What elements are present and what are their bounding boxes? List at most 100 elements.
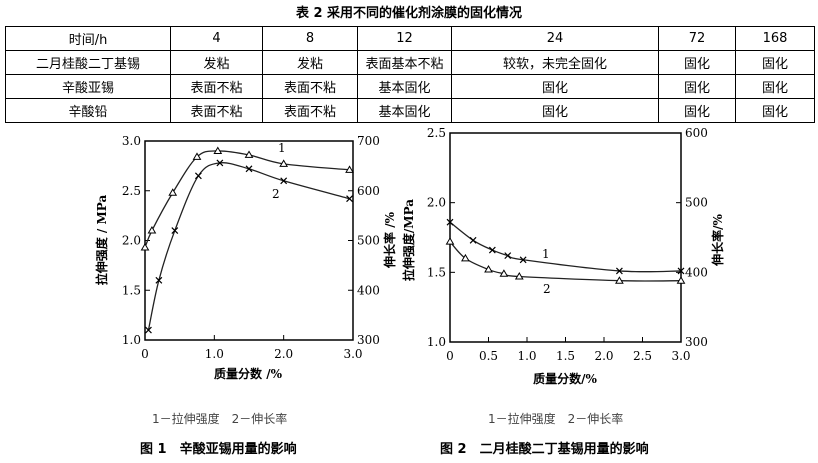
table-cell: 固化 — [735, 98, 815, 123]
table-row: 二月桂酸二丁基锡 发粘 发粘 表面基本不粘 较软，未完全固化 固化 固化 — [5, 50, 815, 75]
table-header-row: 时间/h 4 8 12 24 72 168 — [5, 26, 815, 51]
y2-tick-label: 300 — [685, 335, 708, 349]
data-point — [145, 326, 152, 334]
data-point — [280, 177, 288, 185]
table-cell: 二月桂酸二丁基锡 — [5, 50, 171, 75]
y-tick-label: 2.0 — [427, 196, 446, 210]
data-point — [213, 146, 223, 154]
data-point — [615, 276, 624, 284]
series-line-1 — [144, 150, 350, 248]
data-point — [140, 242, 150, 251]
data-point — [499, 269, 509, 277]
y-axis-label: 拉伸强度/MPa — [401, 199, 416, 281]
data-point — [155, 276, 163, 284]
data-point — [168, 188, 178, 196]
data-point — [484, 265, 493, 273]
x-tick-label: 3.0 — [343, 347, 362, 361]
table-title: 表 2 采用不同的催化剂涂膜的固化情况 — [295, 6, 523, 21]
header-cell: 72 — [658, 26, 736, 51]
table-row: 辛酸亚锡 表面不粘 表面不粘 基本固化 固化 固化 固化 — [5, 74, 815, 99]
x-tick-label: 1.5 — [556, 349, 575, 363]
y2-axis-label: 伸长率/% — [710, 214, 725, 267]
series-line-1 — [449, 241, 682, 282]
y2-tick-label: 400 — [685, 265, 708, 279]
data-point — [445, 237, 455, 245]
header-cell: 24 — [451, 26, 659, 51]
table-cell: 固化 — [658, 50, 736, 75]
plot-frame — [449, 132, 682, 343]
data-point — [194, 172, 202, 180]
series-line-2 — [449, 221, 682, 273]
data-point — [147, 226, 157, 234]
data-point — [461, 253, 470, 262]
y-tick-label: 2.0 — [122, 234, 141, 248]
data-point — [346, 195, 353, 203]
y2-axis-label: 伸长率 /% — [382, 211, 397, 269]
x-tick-label: 1.0 — [517, 349, 536, 363]
data-point — [345, 165, 354, 173]
data-point — [171, 227, 179, 234]
table-cell: 固化 — [451, 98, 659, 123]
table-cell: 固化 — [658, 98, 736, 123]
data-point — [677, 267, 685, 275]
table-row: 辛酸铅 表面不粘 表面不粘 基本固化 固化 固化 固化 — [5, 98, 815, 123]
y2-tick-label: 600 — [685, 126, 708, 140]
y2-tick-label: 400 — [357, 283, 380, 297]
cure-table: 时间/h 4 8 12 24 72 168 二月桂酸二丁基锡 发粘 发粘 表面基本不粘… — [5, 26, 815, 123]
table-cell: 表面不粘 — [262, 74, 358, 99]
y-tick-label: 2.5 — [427, 126, 446, 140]
y-tick-label: 1.5 — [122, 283, 141, 297]
series-label: 1 — [542, 247, 550, 261]
data-point — [676, 276, 686, 284]
y-tick-label: 1.5 — [427, 265, 446, 279]
x-axis-label: 质量分数/% — [533, 371, 597, 386]
y-tick-label: 3.0 — [122, 134, 141, 148]
x-tick-label: 2.0 — [594, 349, 613, 363]
data-point — [279, 159, 289, 167]
plot-frame — [144, 140, 354, 341]
x-tick-label: 2.0 — [274, 347, 293, 361]
data-point — [245, 165, 253, 173]
y2-tick-label: 500 — [357, 234, 380, 248]
fig2-caption: 图 2 二月桂酸二丁基锡用量的影响 — [440, 442, 649, 457]
fig1-caption: 图 1 辛酸亚锡用量的影响 — [140, 442, 297, 457]
y-tick-label: 2.5 — [122, 184, 141, 198]
y2-tick-label: 300 — [357, 333, 380, 347]
table-cell: 辛酸铅 — [5, 98, 171, 123]
y2-tick-label: 500 — [685, 196, 708, 210]
header-cell: 168 — [735, 26, 815, 51]
fig1-legend: 1－拉伸强度 2－伸长率 — [152, 412, 288, 426]
data-point — [469, 236, 477, 244]
header-cell: 时间/h — [5, 26, 171, 51]
x-tick-label: 3.0 — [671, 349, 690, 363]
table-cell: 基本固化 — [357, 74, 452, 99]
x-tick-label: 0.5 — [479, 349, 498, 363]
data-point — [504, 252, 512, 260]
table-cell: 固化 — [658, 74, 736, 99]
table-cell: 较软，未完全固化 — [451, 50, 659, 75]
series-label: 1 — [278, 141, 286, 155]
table-cell: 固化 — [451, 74, 659, 99]
y-tick-label: 1.0 — [427, 335, 446, 349]
data-point — [488, 246, 496, 254]
data-point — [514, 272, 524, 280]
table-cell: 表面不粘 — [262, 98, 358, 123]
x-tick-label: 0 — [141, 347, 149, 361]
series-label: 2 — [272, 187, 280, 201]
x-tick-label: 0 — [446, 349, 454, 363]
data-point — [244, 150, 254, 158]
y-axis-label: 拉伸强度 / MPa — [94, 195, 109, 286]
series-label: 2 — [543, 282, 551, 296]
data-point — [519, 256, 527, 264]
y-tick-label: 1.0 — [122, 333, 141, 347]
data-point — [216, 159, 224, 167]
x-tick-label: 2.5 — [633, 349, 652, 363]
x-axis-label: 质量分数 /% — [214, 366, 283, 381]
series-line-2 — [147, 162, 350, 331]
y2-tick-label: 700 — [357, 134, 380, 148]
fig2-legend: 1－拉伸强度 2－伸长率 — [488, 412, 624, 426]
data-point — [446, 218, 454, 226]
data-point — [615, 267, 623, 275]
data-point — [192, 152, 202, 160]
